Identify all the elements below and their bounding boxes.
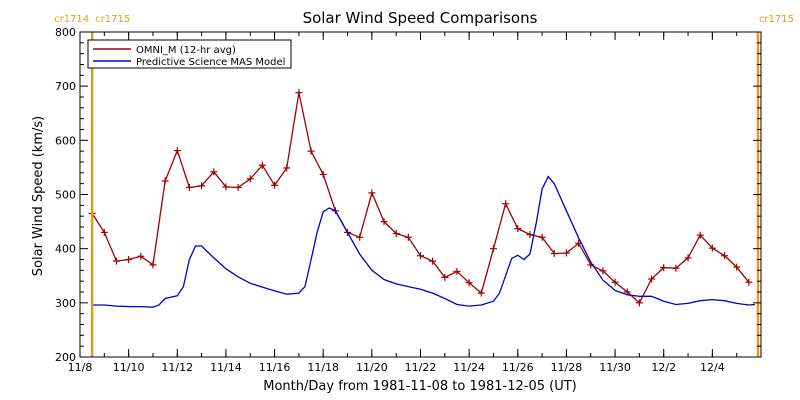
data-point	[477, 289, 485, 297]
x-tick-label: 11/10	[113, 361, 145, 374]
carrington-markers	[90, 32, 760, 357]
chart-title: Solar Wind Speed Comparisons	[303, 9, 538, 27]
y-axis-label: Solar Wind Speed (km/s)	[31, 116, 46, 276]
data-point	[708, 244, 716, 252]
data-point	[404, 233, 412, 241]
data-point	[611, 278, 619, 286]
data-point	[234, 183, 242, 191]
data-point	[100, 228, 108, 236]
data-point	[258, 161, 266, 169]
series-layer	[88, 89, 755, 308]
x-tick-label: 11/30	[599, 361, 631, 374]
data-point	[417, 252, 424, 260]
data-point	[161, 177, 169, 185]
x-axis: 11/8 11/10 11/12 11/14 11/16 11/18 11/20 11/22 1…	[68, 32, 762, 374]
data-point	[648, 275, 656, 283]
data-point	[502, 200, 510, 208]
data-point	[429, 257, 437, 265]
x-tick-label: 12/4	[700, 361, 725, 374]
x-axis-label: Month/Day from 1981-11-08 to 1981-12-05 …	[263, 379, 576, 394]
data-point	[137, 252, 145, 260]
x-tick-label: 11/20	[356, 361, 388, 374]
data-point	[745, 278, 753, 286]
carrington-label-before: cr1714	[54, 14, 89, 25]
series-line-0	[91, 92, 750, 304]
plot-frame	[79, 31, 762, 358]
x-tick-label: 11/14	[210, 361, 242, 374]
x-tick-label: 11/28	[551, 361, 583, 374]
data-point	[222, 183, 230, 191]
carrington-label-before: cr1715	[759, 14, 794, 25]
data-point	[380, 218, 388, 226]
data-point	[672, 264, 680, 272]
data-point	[489, 245, 497, 253]
carrington-label-after: cr1715	[95, 14, 130, 25]
data-point	[733, 263, 741, 271]
legend-entry: OMNI_M (12-hr avg)	[136, 45, 236, 56]
data-point	[696, 231, 704, 239]
legend: OMNI_M (12-hr avg)Predictive Science MAS…	[87, 39, 292, 69]
x-tick-label: 11/16	[259, 361, 291, 374]
x-tick-label: 11/22	[405, 361, 437, 374]
data-point	[283, 164, 291, 172]
data-point	[526, 231, 534, 239]
y-tick-label: 800	[55, 26, 76, 39]
data-point	[319, 170, 327, 178]
data-point	[198, 182, 206, 190]
y-tick-label: 700	[55, 80, 76, 93]
data-point	[599, 267, 607, 275]
y-tick-label: 200	[55, 351, 76, 364]
carrington-rotation-labels: cr1714cr1715cr1715cr1716	[54, 14, 794, 25]
data-point	[721, 252, 729, 260]
data-point	[295, 89, 303, 97]
data-point	[514, 225, 522, 233]
y-axis: 200 300 400 500 600 700 800	[55, 26, 761, 364]
data-point	[368, 189, 376, 197]
data-point	[453, 267, 461, 275]
x-tick-label: 12/2	[651, 361, 676, 374]
data-point	[635, 299, 643, 307]
data-point	[550, 250, 558, 258]
data-point	[210, 168, 218, 176]
y-tick-label: 400	[55, 243, 76, 256]
y-tick-label: 300	[55, 297, 76, 310]
data-point	[562, 249, 570, 257]
data-point	[684, 254, 692, 262]
data-point	[125, 256, 133, 263]
data-point	[271, 181, 279, 189]
data-point	[149, 261, 157, 269]
y-tick-label: 500	[55, 189, 76, 202]
data-point	[246, 175, 254, 183]
x-tick-label: 11/8	[68, 361, 93, 374]
data-point	[392, 230, 400, 237]
x-tick-label: 11/18	[307, 361, 339, 374]
data-point	[112, 257, 120, 265]
y-tick-label: 600	[55, 134, 76, 147]
data-point	[538, 233, 546, 241]
data-point	[185, 183, 193, 191]
data-point	[173, 147, 181, 155]
legend-entry: Predictive Science MAS Model	[136, 57, 285, 68]
data-point	[441, 273, 449, 281]
data-point	[307, 147, 315, 155]
legend-box	[87, 39, 292, 69]
x-tick-label: 11/26	[502, 361, 534, 374]
data-point	[465, 279, 473, 287]
x-tick-label: 11/24	[453, 361, 485, 374]
x-tick-label: 11/12	[161, 361, 193, 374]
data-point	[356, 233, 364, 241]
data-point	[660, 264, 668, 272]
series-line-1	[92, 175, 755, 308]
